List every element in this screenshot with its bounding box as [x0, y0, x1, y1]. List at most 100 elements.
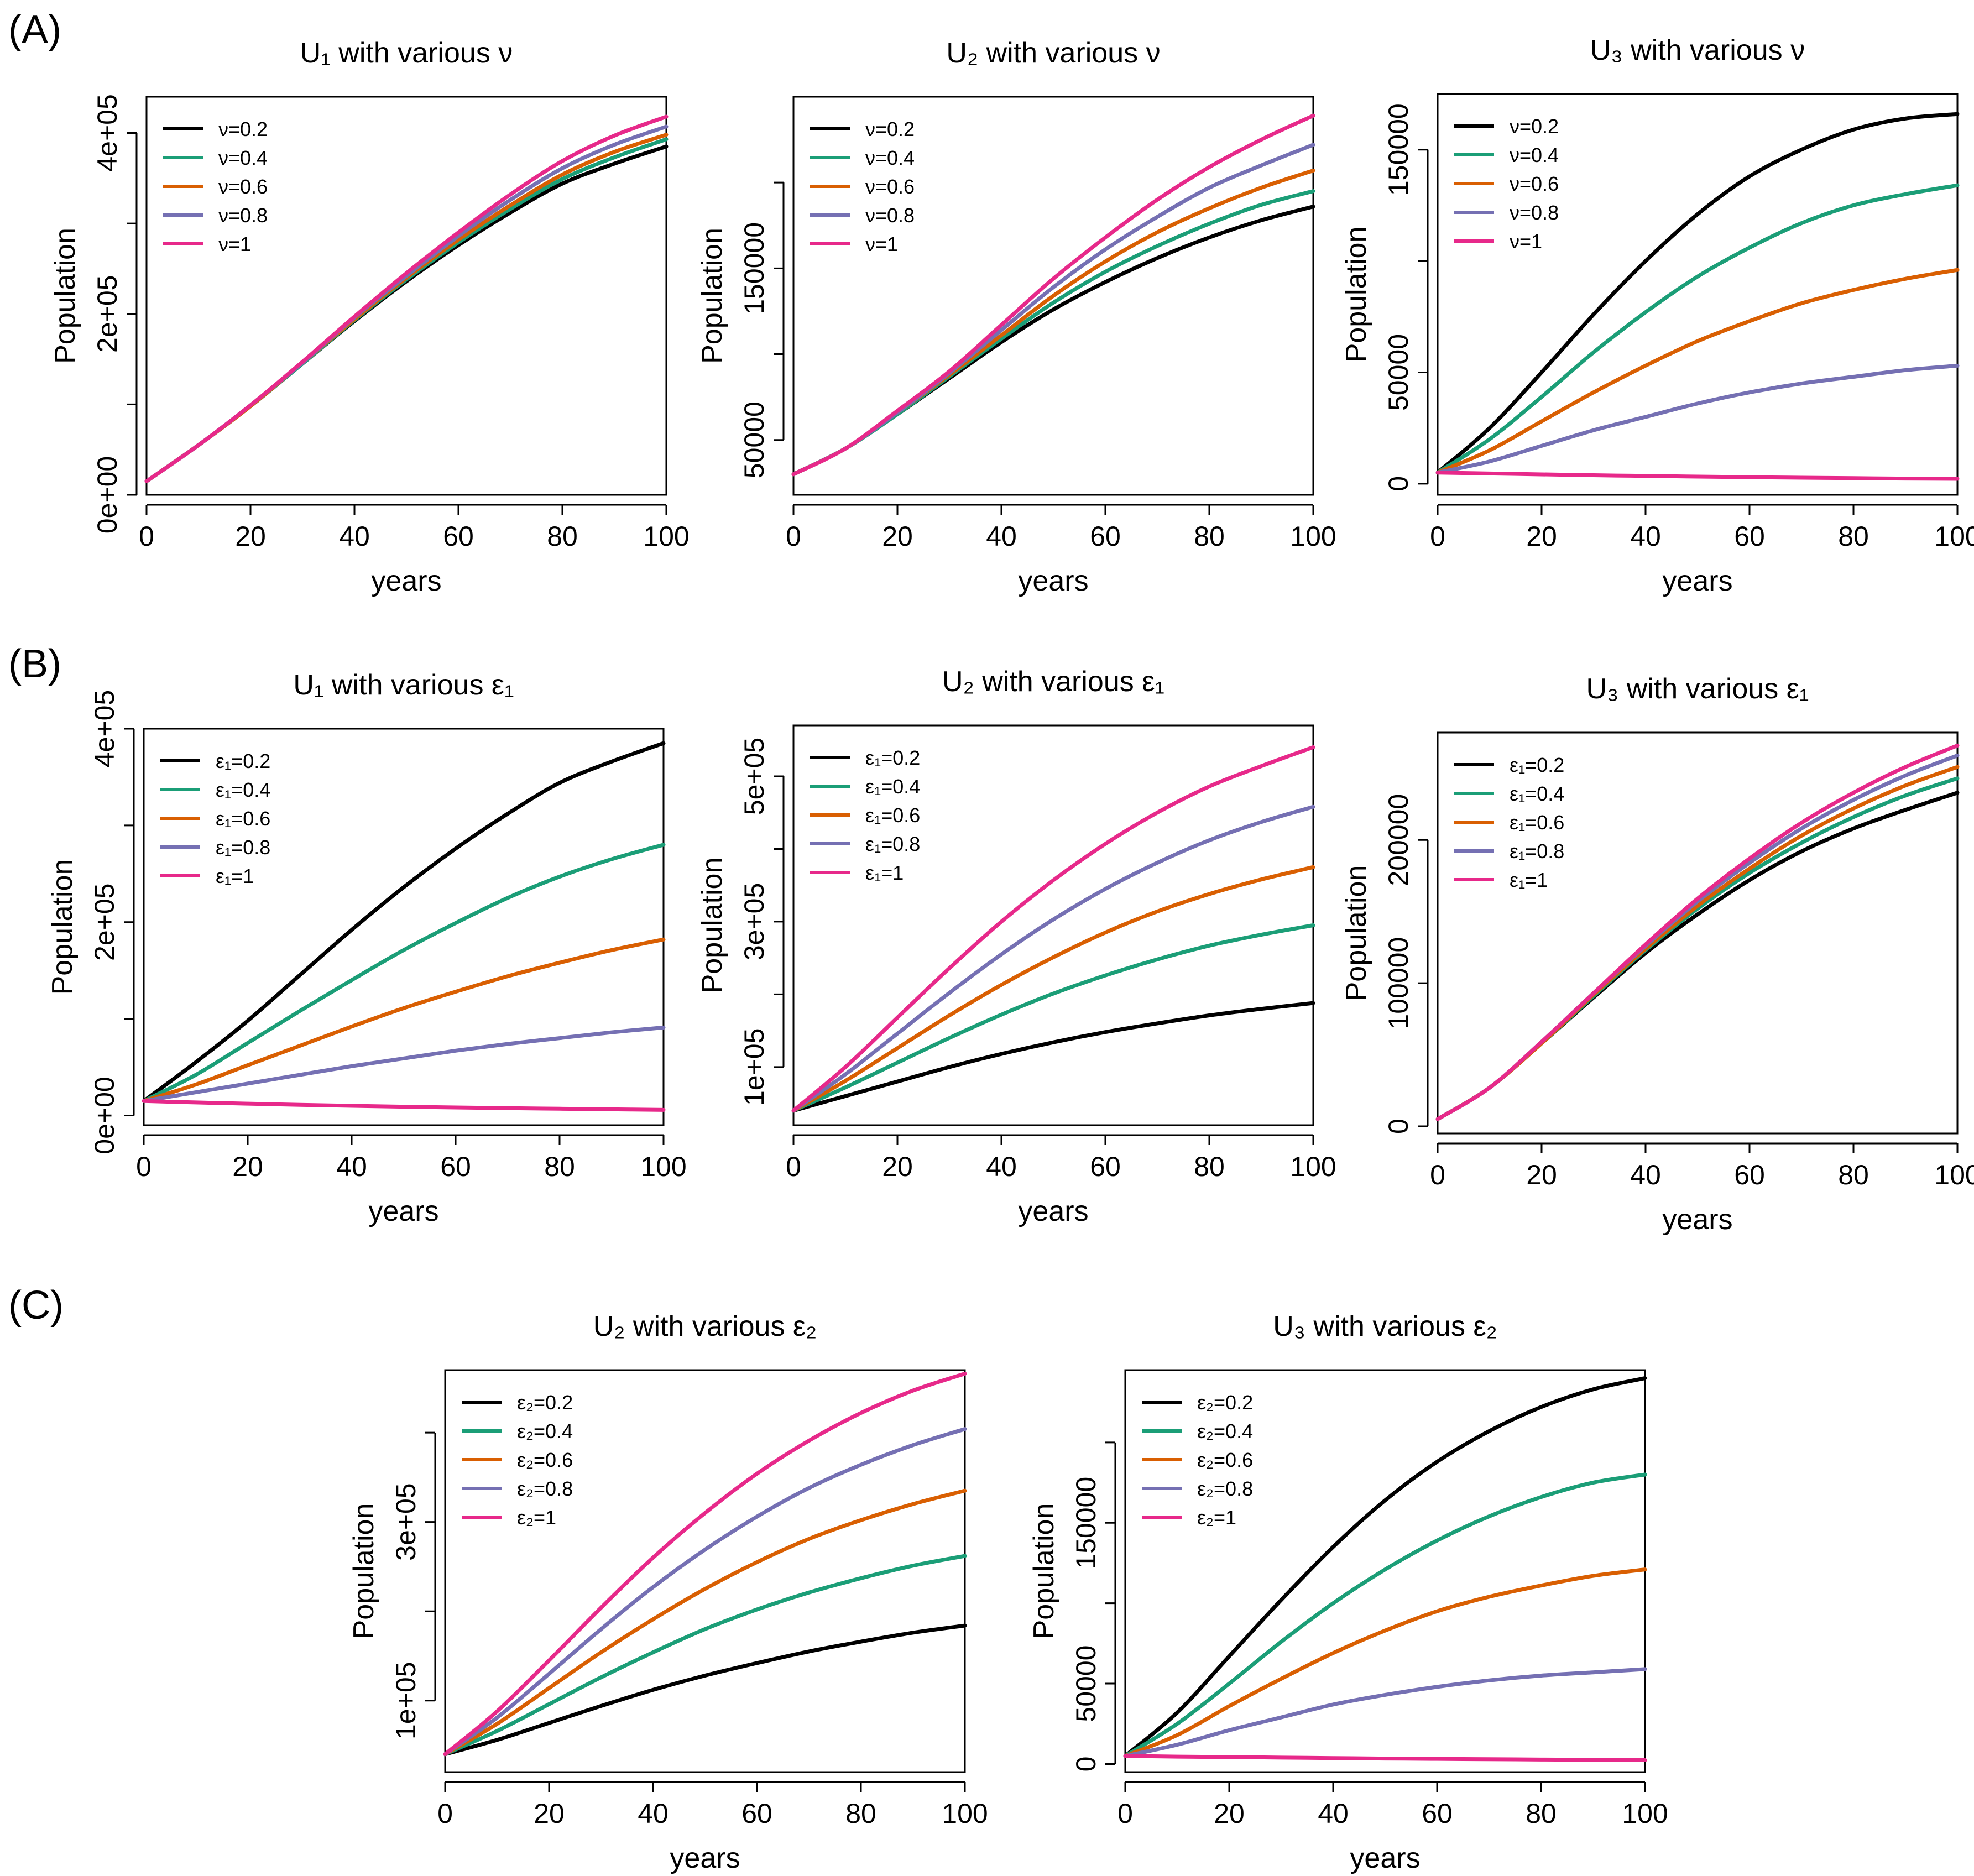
x-tick-label: 60 [1090, 1151, 1121, 1182]
legend-label: ε₁=0.6 [865, 804, 920, 827]
chart-a3: U₃ with various ν 0 20 40 60 80 100 years 0 50000… [1340, 34, 1974, 597]
legend-label: ν=0.6 [218, 175, 268, 198]
series-line-2 [142, 843, 666, 1103]
series-line-1 [142, 741, 666, 1103]
plot-frame [145, 96, 667, 496]
panel-label-c: (C) [8, 1283, 64, 1328]
series-line-1 [1123, 1376, 1647, 1758]
x-tick-label: 80 [845, 1798, 876, 1829]
x-tick-label: 40 [1318, 1798, 1349, 1829]
y-tick-label: 150000 [1383, 103, 1414, 196]
x-axis-label: years [368, 1195, 438, 1227]
chart-title: U₂ with various ε₁ [942, 666, 1164, 698]
x-tick-label: 20 [882, 521, 913, 552]
y-axis-label: Population [348, 1503, 380, 1639]
series-line-4 [142, 1025, 666, 1103]
chart-title: U₃ with various ν [1590, 34, 1805, 66]
legend-label: ν=1 [218, 233, 251, 255]
y-tick-label: 3e+05 [739, 883, 770, 960]
x-tick-label: 40 [1630, 1159, 1661, 1190]
legend-label: ε₁=0.2 [865, 746, 920, 769]
legend-label: ν=0.8 [1510, 201, 1559, 224]
y-axis-label: Population [49, 228, 81, 364]
x-tick-label: 80 [1194, 1151, 1225, 1182]
x-tick-label: 0 [1430, 1159, 1445, 1190]
panel-label-b: (B) [8, 642, 61, 686]
legend-label: ε₁=0.6 [1510, 811, 1564, 834]
legend-label: ε₁=0.4 [1510, 782, 1564, 805]
legend-label: ε₂=0.8 [517, 1477, 573, 1500]
x-tick-label: 100 [1622, 1798, 1668, 1829]
chart-a2: U₂ with various ν 0 20 40 60 80 100 years 50000 1… [696, 37, 1336, 597]
legend-label: ε₁=1 [216, 865, 254, 887]
chart-a1: U₁ with various ν 0 20 40 60 80 100 years 0e+00 2… [49, 37, 690, 597]
series-line-5 [142, 1099, 666, 1112]
chart-title: U₁ with various ν [300, 37, 513, 69]
x-tick-label: 20 [232, 1151, 263, 1182]
y-tick-label: 50000 [1383, 334, 1414, 411]
y-tick-label: 150000 [739, 222, 770, 315]
series-line-4 [1435, 363, 1960, 475]
legend-label: ε₂=0.2 [1197, 1391, 1253, 1414]
x-tick-label: 100 [1934, 1159, 1974, 1190]
x-tick-label: 40 [336, 1151, 367, 1182]
x-axis-label: years [1018, 565, 1088, 597]
legend-label: ε₁=0.2 [216, 750, 270, 772]
legend-label: ν=0.4 [865, 147, 915, 169]
series-line-4 [1123, 1667, 1647, 1758]
x-tick-label: 80 [1194, 521, 1225, 552]
legend-label: ε₂=0.8 [1197, 1477, 1253, 1500]
legend-label: ε₂=0.6 [517, 1449, 573, 1471]
y-tick-label: 100000 [1383, 937, 1414, 1030]
y-tick-label: 3e+05 [390, 1483, 421, 1560]
chart-title: U₂ with various ν [946, 37, 1160, 69]
y-tick-label: 2e+05 [92, 275, 123, 353]
legend-label: ε₁=0.4 [865, 775, 920, 798]
chart-title: U₂ with various ε₂ [593, 1310, 817, 1342]
x-tick-label: 20 [235, 521, 266, 552]
x-axis-label: years [1350, 1842, 1420, 1874]
x-tick-label: 80 [544, 1151, 575, 1182]
x-axis-label: years [1662, 565, 1732, 597]
legend-label: ε₁=0.2 [1510, 754, 1564, 776]
y-tick-label: 50000 [1070, 1645, 1101, 1722]
plot-frame [792, 96, 1314, 496]
y-axis-label: Population [1028, 1503, 1060, 1639]
y-axis-label: Population [1340, 865, 1372, 1001]
y-axis-label: Population [696, 858, 728, 994]
y-tick-label: 5e+05 [739, 738, 770, 815]
legend-label: ε₁=1 [1510, 869, 1548, 891]
panel-label-a: (A) [8, 8, 61, 52]
legend-label: ε₂=0.4 [517, 1420, 573, 1443]
x-tick-label: 0 [786, 1151, 801, 1182]
x-tick-label: 80 [1838, 1159, 1869, 1190]
x-tick-label: 80 [1838, 521, 1869, 552]
legend-label: ν=0.2 [218, 118, 268, 140]
y-tick-label: 4e+05 [92, 94, 123, 171]
legend-label: ε₂=0.2 [517, 1391, 573, 1414]
series-line-2 [1123, 1472, 1647, 1758]
legend-label: ε₁=0.6 [216, 807, 270, 830]
legend-label: ε₂=0.6 [1197, 1449, 1253, 1471]
y-tick-label: 0 [1070, 1757, 1101, 1772]
legend-label: ε₁=0.8 [865, 833, 920, 855]
legend-label: ν=0.4 [218, 147, 268, 169]
y-tick-label: 200000 [1383, 794, 1414, 886]
series-line-3 [1435, 268, 1960, 475]
legend-label: ν=0.8 [865, 204, 915, 227]
plot-frame [143, 728, 665, 1126]
x-tick-label: 60 [741, 1798, 772, 1829]
x-tick-label: 100 [643, 521, 689, 552]
x-tick-label: 40 [638, 1798, 669, 1829]
legend-label: ε₂=1 [1197, 1506, 1236, 1529]
x-tick-label: 0 [786, 521, 801, 552]
x-tick-label: 60 [1734, 1159, 1765, 1190]
plot-frame [444, 1369, 966, 1773]
plot-frame [1437, 93, 1959, 496]
series-line-3 [142, 937, 666, 1103]
x-tick-label: 20 [1526, 521, 1557, 552]
y-tick-label: 0e+00 [89, 1077, 120, 1154]
x-tick-label: 60 [1734, 521, 1765, 552]
series-line-1 [1435, 112, 1960, 475]
